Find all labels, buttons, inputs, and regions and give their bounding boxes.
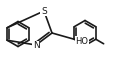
- Text: S: S: [41, 6, 47, 16]
- Text: N: N: [33, 42, 39, 50]
- Text: HO: HO: [76, 37, 88, 46]
